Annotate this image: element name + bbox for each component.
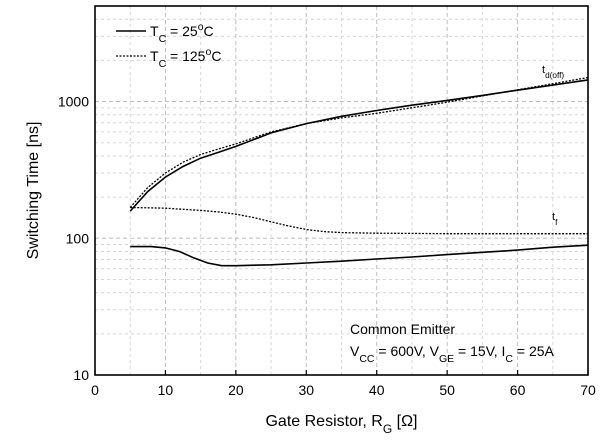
chart-labels: Gate Resistor, RG [Ω] Switching Time [ns]… [25, 64, 564, 436]
y-tick-label: 10 [73, 367, 89, 383]
curve-label-tf: tf [552, 211, 558, 227]
annotation-line-2: VCC = 600V, VGE = 15V, IC = 25A [350, 343, 555, 365]
x-tick-label: 70 [580, 382, 596, 398]
x-tick-label: 10 [158, 382, 174, 398]
y-tick-label: 100 [66, 230, 90, 246]
x-tick-label: 50 [439, 382, 455, 398]
legend-entry: TC = 25oC [150, 21, 214, 45]
legend-entry: TC = 125oC [150, 46, 221, 70]
x-tick-label: 30 [298, 382, 314, 398]
plot-frame [94, 5, 589, 376]
y-axis-title: Switching Time [ns] [25, 122, 42, 260]
series-line-tf-solid [130, 244, 589, 267]
y-tick-label: 1000 [58, 94, 89, 110]
x-tick-label: 40 [369, 382, 385, 398]
annotation-line-1: Common Emitter [350, 321, 455, 337]
x-tick-label: 0 [91, 382, 99, 398]
series-line-td-off-solid [129, 79, 589, 212]
series-group [129, 76, 589, 267]
x-axis-title: Gate Resistor, RG [Ω] [265, 413, 417, 436]
series-line-tf-dotted [130, 206, 588, 235]
series-line-td-off-dotted [129, 76, 589, 208]
curve-label-td-off: td(off) [542, 64, 564, 80]
x-tick-label: 20 [228, 382, 244, 398]
x-tick-label: 60 [510, 382, 526, 398]
